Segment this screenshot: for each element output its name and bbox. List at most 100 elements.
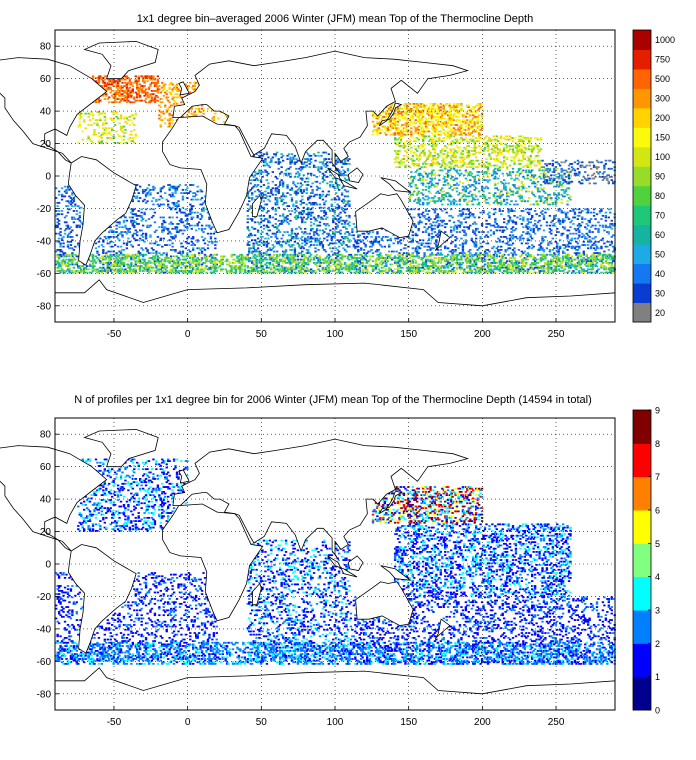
data-cell <box>423 135 426 138</box>
data-cell <box>469 138 472 141</box>
data-cell <box>144 101 148 104</box>
data-cell <box>249 218 252 220</box>
data-cell <box>419 122 422 125</box>
data-cell <box>281 185 285 188</box>
data-cell <box>167 227 170 230</box>
data-cell <box>253 234 257 237</box>
data-cell <box>430 112 434 115</box>
data-cell <box>111 81 114 84</box>
data-cell <box>295 237 298 240</box>
data-cell <box>202 231 205 233</box>
data-cell <box>430 117 434 120</box>
data-cell <box>283 201 286 204</box>
data-cell <box>314 159 317 162</box>
data-cell <box>169 236 173 238</box>
data-cell <box>75 213 78 216</box>
data-cell <box>109 268 112 271</box>
data-cell <box>280 223 283 225</box>
data-cell <box>536 151 540 154</box>
data-cell <box>477 145 481 147</box>
data-cell <box>106 81 109 84</box>
data-cell <box>560 188 563 191</box>
data-cell <box>448 161 451 164</box>
data-cell <box>137 244 140 246</box>
data-cell <box>149 93 152 96</box>
data-cell <box>337 231 341 233</box>
data-cell <box>111 101 114 104</box>
data-cell <box>256 231 260 233</box>
data-cell <box>124 141 127 144</box>
data-cell <box>436 104 440 107</box>
data-cell <box>421 103 425 105</box>
data-cell <box>386 109 389 112</box>
data-cell <box>264 190 267 193</box>
data-cell <box>324 200 328 203</box>
data-cell <box>327 234 330 237</box>
data-cell <box>475 187 478 190</box>
data-cell <box>479 195 482 198</box>
data-cell <box>447 174 450 177</box>
data-cell <box>332 219 335 222</box>
data-cell <box>290 261 294 264</box>
data-cell <box>96 81 99 84</box>
data-cell <box>193 85 196 87</box>
data-cell <box>467 200 470 203</box>
data-cell <box>159 125 162 128</box>
data-cell <box>164 104 167 107</box>
data-cell <box>286 184 289 186</box>
data-cell <box>516 190 519 193</box>
data-cell <box>268 161 272 164</box>
data-cell <box>309 271 313 274</box>
data-cell <box>485 141 488 144</box>
data-cell <box>262 224 266 227</box>
data-cell <box>404 164 407 167</box>
data-cell <box>141 249 145 251</box>
data-cell <box>261 210 264 212</box>
data-cell <box>337 174 341 177</box>
data-cell <box>432 156 435 159</box>
data-cell <box>511 156 515 159</box>
data-cell <box>202 201 205 204</box>
data-cell <box>133 237 136 240</box>
data-cell <box>130 130 133 133</box>
data-cell <box>436 133 440 136</box>
data-cell <box>464 177 468 180</box>
data-cell <box>411 159 414 162</box>
data-cell <box>326 193 329 196</box>
data-cell <box>417 172 420 175</box>
data-cell <box>318 242 322 245</box>
data-cell <box>567 180 571 183</box>
data-cell <box>105 122 108 125</box>
data-cell <box>429 185 432 188</box>
data-cell <box>451 159 454 162</box>
data-cell <box>463 114 466 117</box>
data-cell <box>60 255 64 258</box>
data-cell <box>408 184 412 186</box>
data-cell <box>139 260 142 263</box>
data-cell <box>128 93 132 96</box>
data-cell <box>337 263 341 266</box>
data-cell <box>279 258 282 261</box>
data-cell <box>448 119 451 121</box>
data-cell <box>405 133 409 136</box>
data-cell <box>187 213 190 216</box>
data-cell <box>127 119 130 121</box>
data-cell <box>513 163 516 165</box>
data-cell <box>307 214 310 217</box>
data-cell <box>66 208 70 211</box>
data-cell <box>464 120 468 123</box>
data-cell <box>517 163 521 165</box>
data-cell <box>441 122 444 125</box>
data-cell <box>156 91 160 94</box>
data-cell <box>492 150 496 152</box>
data-cell <box>317 268 320 271</box>
data-cell <box>480 107 484 110</box>
data-cell <box>60 210 64 212</box>
data-cell <box>259 154 263 157</box>
data-cell <box>203 200 207 203</box>
data-cell <box>143 268 146 271</box>
data-cell <box>399 112 403 115</box>
data-cell <box>290 198 294 201</box>
data-cell <box>433 115 437 118</box>
data-cell <box>311 271 314 274</box>
